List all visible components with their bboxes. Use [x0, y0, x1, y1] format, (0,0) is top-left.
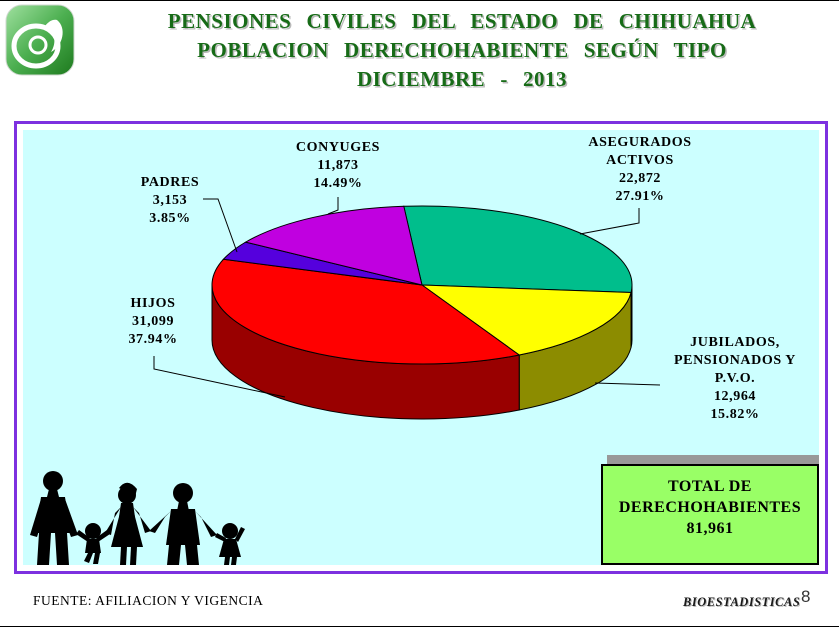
title-line-1: PENSIONES CIVILES DEL ESTADO DE CHIHUAHU…: [167, 9, 757, 33]
leader-line-0: [579, 208, 640, 235]
leader-line-4: [327, 197, 339, 215]
leader-line-2: [153, 356, 286, 398]
pie-slice-2: [211, 258, 521, 365]
label-hijos: HIJOS 31,099 37.94%: [128, 296, 178, 347]
chart-area: ASEGURADOS ACTIVOS 22,872 27.91% JUBILAD…: [23, 130, 819, 565]
chart-frame: ASEGURADOS ACTIVOS 22,872 27.91% JUBILAD…: [14, 121, 828, 574]
label-asegurados-activos: ASEGURADOS ACTIVOS 22,872 27.91%: [588, 135, 692, 204]
pie-slice-1: [420, 284, 632, 356]
leader-line-3: [203, 198, 238, 253]
pie-chart: [153, 197, 661, 420]
pie-slice-4: [244, 205, 423, 286]
title-line-2: POBLACION DERECHOHABIENTE SEGÚN TIPO: [197, 38, 727, 62]
label-padres: PADRES 3,153 3.85%: [140, 175, 200, 226]
total-box-value: 81,961: [686, 520, 734, 537]
slide-title: PENSIONES CIVILES DEL ESTADO DE CHIHUAHU…: [92, 7, 832, 94]
total-box-line1: TOTAL DE: [668, 478, 752, 495]
label-conyuges: CONYUGES 11,873 14.49%: [295, 140, 381, 191]
title-line-3: DICIEMBRE - 2013: [356, 67, 568, 91]
page-number: 8: [801, 587, 811, 606]
footer-source-text: FUENTE: AFILIACION Y VIGENCIA: [33, 593, 264, 608]
total-derechohabientes-box: TOTAL DE DERECHOHABIENTES 81,961: [601, 464, 819, 565]
footer-brand-text: BIOESTADISTICAS: [683, 595, 801, 609]
leader-line-1: [594, 382, 661, 386]
family-silhouette-icon: [30, 471, 245, 565]
label-jubilados-pensionados: JUBILADOS, PENSIONADOS Y P.V.O. 12,964 1…: [673, 335, 797, 422]
pensiones-civiles-logo-icon: [5, 4, 75, 76]
pie-slice-0: [403, 205, 633, 294]
total-box-line2: DERECHOHABIENTES: [618, 499, 802, 516]
